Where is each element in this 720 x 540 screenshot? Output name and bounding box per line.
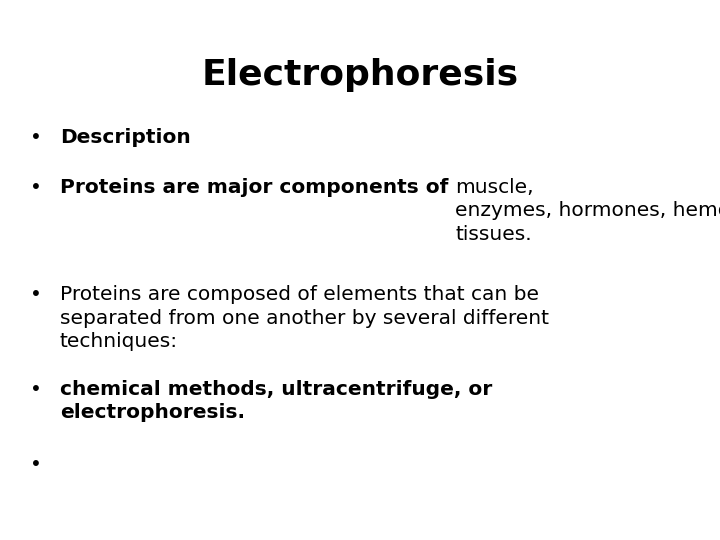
Text: •: •	[30, 455, 42, 474]
Text: •: •	[30, 285, 42, 304]
Text: Electrophoresis: Electrophoresis	[202, 58, 518, 92]
Text: Description: Description	[60, 128, 191, 147]
Text: Proteins are composed of elements that can be
separated from one another by seve: Proteins are composed of elements that c…	[60, 285, 549, 351]
Text: muscle,
enzymes, hormones, hemoglobin, and other body
tissues.: muscle, enzymes, hormones, hemoglobin, a…	[455, 178, 720, 244]
Text: chemical methods, ultracentrifuge, or
electrophoresis.: chemical methods, ultracentrifuge, or el…	[60, 380, 492, 422]
Text: •: •	[30, 178, 42, 197]
Text: •: •	[30, 380, 42, 399]
Text: Proteins are major components of: Proteins are major components of	[60, 178, 455, 197]
Text: •: •	[30, 128, 42, 147]
